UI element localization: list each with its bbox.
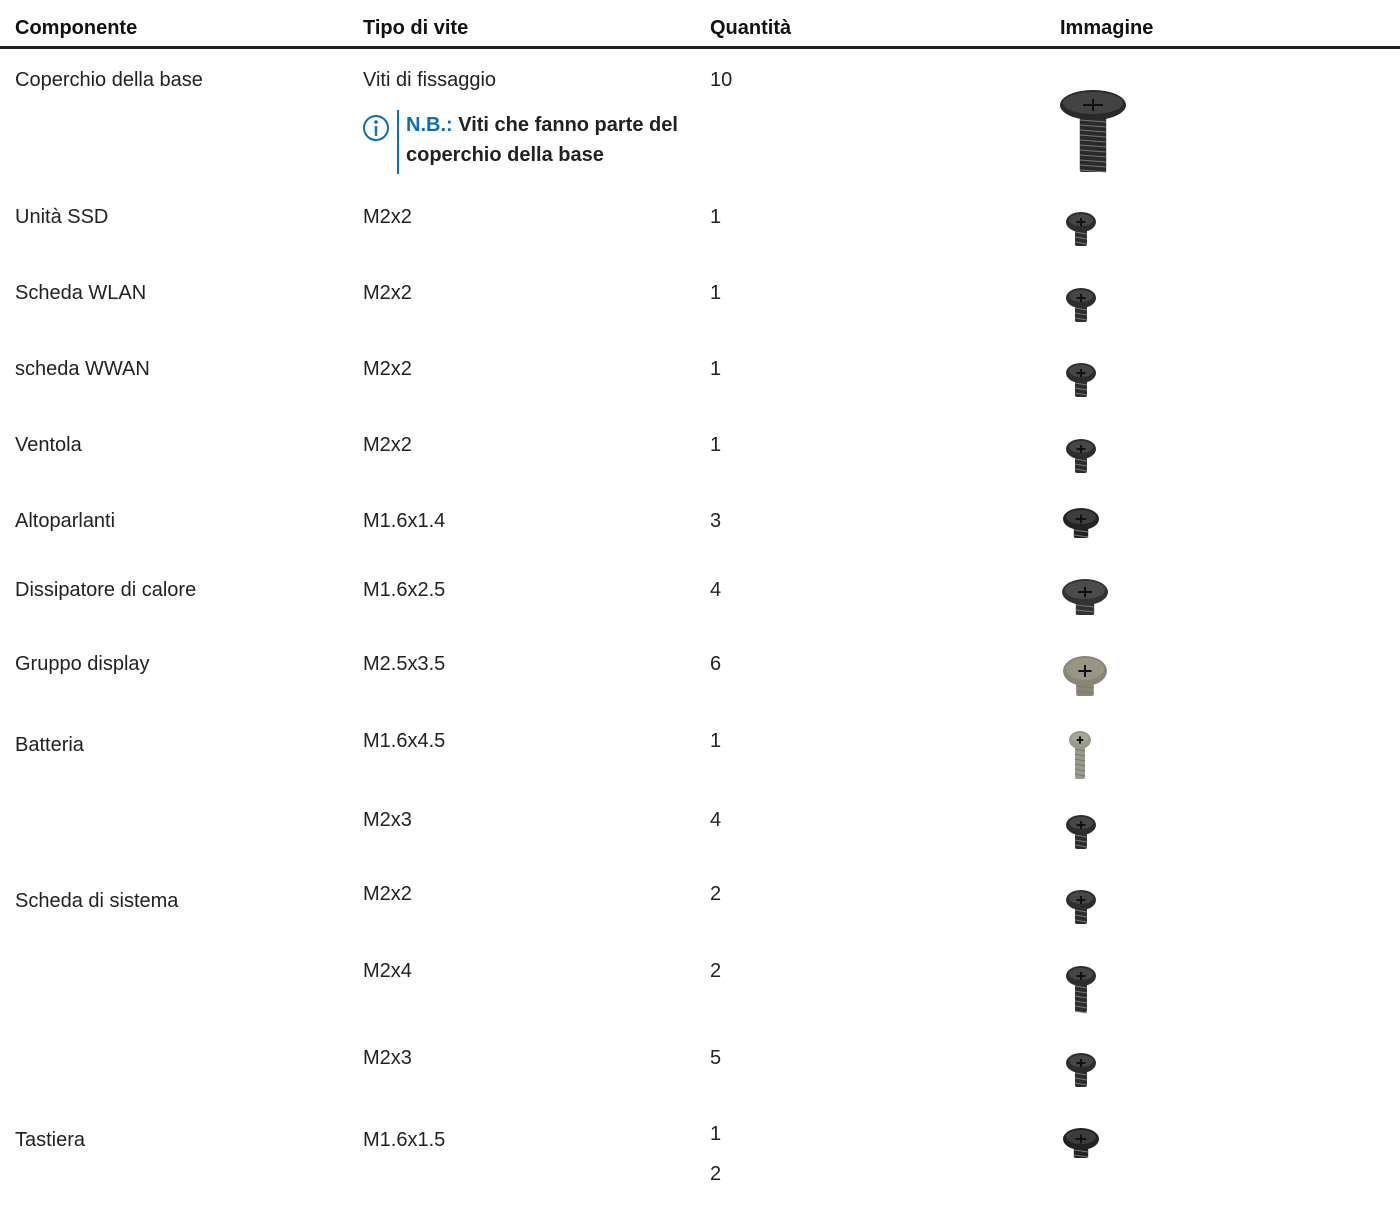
component: Dissipatore di calore bbox=[15, 579, 197, 601]
screw-type: M1.6x1.5 bbox=[363, 1129, 446, 1151]
note-text: N.B.: Viti che fanno parte del coperchio… bbox=[406, 110, 706, 170]
component: Unità SSD bbox=[15, 206, 109, 228]
screw-type: M2x2 bbox=[363, 358, 412, 380]
screw-image bbox=[1066, 212, 1096, 246]
screw-image bbox=[1063, 508, 1099, 538]
quantity: 1 bbox=[710, 358, 722, 380]
screw-image bbox=[1066, 815, 1096, 849]
screw-type: M1.6x1.4 bbox=[363, 510, 446, 532]
note-bar bbox=[397, 110, 399, 174]
component: Tastiera bbox=[15, 1129, 86, 1151]
screw-type: M2x4 bbox=[363, 960, 412, 982]
info-icon bbox=[363, 115, 389, 141]
quantity: 3 bbox=[710, 510, 722, 532]
screw-image bbox=[1066, 288, 1096, 322]
quantity: 2 bbox=[710, 883, 722, 905]
column-header: Immagine bbox=[1060, 17, 1154, 39]
quantity: 1 bbox=[710, 1123, 722, 1145]
screw-image bbox=[1062, 579, 1108, 615]
quantity: 1 bbox=[710, 206, 722, 228]
component: Scheda WLAN bbox=[15, 282, 147, 304]
screw-type: M1.6x2.5 bbox=[363, 579, 446, 601]
quantity: 1 bbox=[710, 730, 722, 752]
screw-image bbox=[1063, 656, 1107, 696]
note-body: Viti che fanno parte del coperchio della… bbox=[406, 114, 678, 166]
component: Scheda di sistema bbox=[15, 890, 179, 912]
screw-type: Viti di fissaggio bbox=[363, 69, 497, 91]
component: Gruppo display bbox=[15, 653, 150, 675]
screw-image bbox=[1069, 731, 1091, 779]
quantity: 4 bbox=[710, 579, 722, 601]
page: N.B.: Viti che fanno parte del coperchio… bbox=[0, 17, 1400, 1185]
quantity: 2 bbox=[710, 960, 722, 982]
component: scheda WWAN bbox=[15, 358, 150, 380]
screw-type: M2x3 bbox=[363, 1047, 412, 1069]
component: Altoparlanti bbox=[15, 510, 116, 532]
screw-type: M2x2 bbox=[363, 282, 412, 304]
screw-image bbox=[1066, 363, 1096, 397]
quantity: 6 bbox=[710, 653, 722, 675]
component: Coperchio della base bbox=[15, 69, 203, 91]
quantity: 1 bbox=[710, 282, 722, 304]
note-label: N.B.: bbox=[406, 114, 453, 136]
component: Ventola bbox=[15, 434, 82, 456]
header-rule bbox=[0, 46, 1400, 49]
screw-type: M2x2 bbox=[363, 883, 412, 905]
screw-type: M2x2 bbox=[363, 206, 412, 228]
quantity: 5 bbox=[710, 1047, 722, 1069]
quantity: 4 bbox=[710, 809, 722, 831]
screw-image bbox=[1066, 439, 1096, 473]
column-header: Quantità bbox=[710, 17, 792, 39]
quantity: 2 bbox=[710, 1163, 722, 1185]
column-header: Componente bbox=[15, 17, 138, 39]
screw-type: M2x2 bbox=[363, 434, 412, 456]
screw-image bbox=[1063, 1128, 1099, 1158]
column-header: Tipo di vite bbox=[363, 17, 469, 39]
screw-image bbox=[1066, 966, 1096, 1014]
screw-image bbox=[1066, 890, 1096, 924]
screw-type: M1.6x4.5 bbox=[363, 730, 446, 752]
screw-type: M2.5x3.5 bbox=[363, 653, 446, 675]
quantity: 1 bbox=[710, 434, 722, 456]
screw-type: M2x3 bbox=[363, 809, 412, 831]
component: Batteria bbox=[15, 734, 84, 756]
screw-image bbox=[1066, 1053, 1096, 1087]
screw-image bbox=[1060, 90, 1126, 173]
quantity: 10 bbox=[710, 69, 733, 91]
